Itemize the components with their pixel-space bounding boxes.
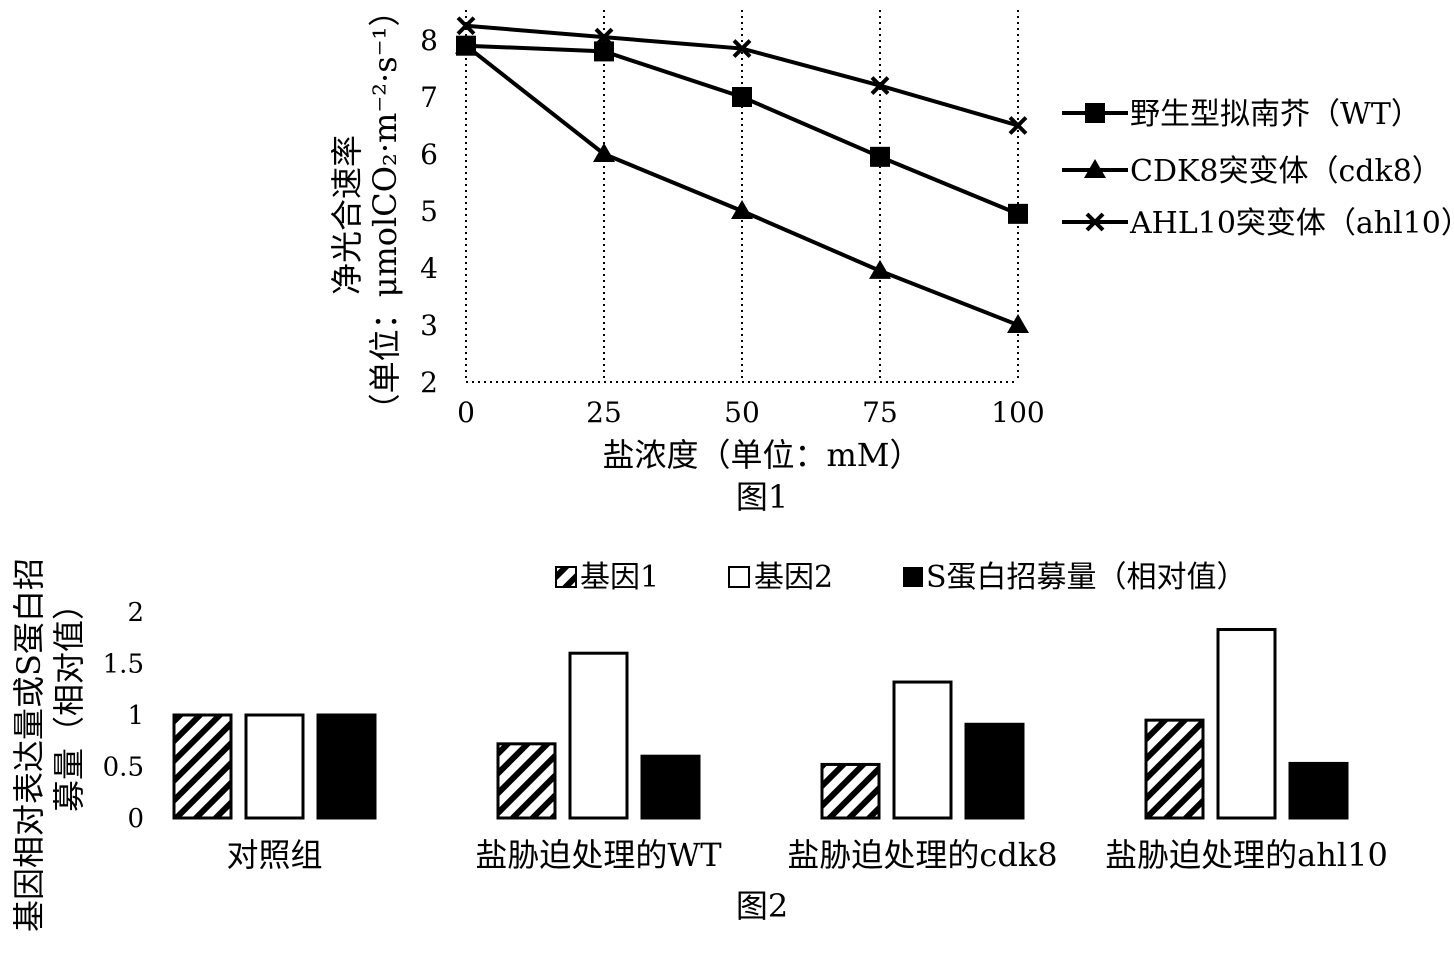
legend: 基因1 基因2 S蛋白招募量（相对值） [555,560,1247,595]
x-tick-label: 50 [724,396,760,429]
legend-label-cdk8: CDK8突变体（cdk8） [1130,154,1442,189]
x-tick-label: 75 [862,396,898,429]
data-point-triangle [1007,314,1029,333]
y-tick-label: 0 [127,804,144,834]
y-tick-labels: 0 0.5 1 1.5 2 [103,598,144,834]
category-label: 盐胁迫处理的ahl10 [1105,836,1388,874]
line-chart: 2 3 4 5 6 7 8 0 25 50 75 100 盐浓度（单位：mM） 图1 净光合速率 （… [328,0,1454,516]
data-point-triangle [869,259,891,279]
bar-s-protein [640,754,701,820]
y-tick-label: 3 [420,309,438,342]
y-tick-label: 1.5 [103,650,144,680]
data-point-square [594,41,614,62]
bar-group-1 [496,651,701,820]
bar-gene2 [568,651,629,820]
y-axis-label-line2: （单位：μmolCO₂·m⁻²·s⁻¹） [366,0,404,425]
bar-group-2 [820,680,1025,820]
bar-gene2 [892,680,953,820]
bars [172,628,1349,820]
y-axis-label-line1: 基因相对表达量或S蛋白招 [10,558,48,932]
legend-label-s-protein: S蛋白招募量（相对值） [926,560,1247,595]
data-point-x [456,16,476,36]
bar-s-protein [964,722,1025,820]
bar-group-3 [1144,628,1349,820]
y-tick-labels: 2 3 4 5 6 7 8 [420,24,438,399]
bar-gene1 [496,742,557,820]
legend-item-wt: 野生型拟南芥（WT） [1062,97,1421,132]
y-tick-label: 6 [420,138,438,171]
data-point-triangle [455,34,477,54]
data-point-x [594,27,614,47]
x-tick-label: 25 [586,396,622,429]
y-axis-label-line1: 净光合速率 [328,135,366,295]
bar-gene2 [1216,628,1277,820]
y-tick-label: 2 [127,598,144,628]
bar-gene1 [172,713,233,820]
legend-label-ahl10: AHL10突变体（ahl10） [1129,206,1454,241]
data-point-x [732,39,752,58]
legend-item-cdk8: CDK8突变体（cdk8） [1062,154,1442,189]
y-tick-label: 0.5 [103,753,144,783]
figure-caption: 图2 [736,887,788,925]
series-0 [456,35,1028,224]
bar-group-0 [172,713,377,820]
legend-item-gene2: 基因2 [728,560,833,595]
y-tick-label: 8 [420,24,438,57]
vertical-grid [465,10,1019,382]
data-point-x [1008,116,1028,135]
figure-caption: 图1 [736,478,788,516]
series-1 [455,34,1029,333]
series-lines [455,16,1029,333]
bar-gene1 [820,762,881,820]
y-axis-label-line2: 募量（相对值） [50,588,88,812]
data-point-square [870,146,890,167]
x-tick-label: 0 [457,396,475,429]
data-point-triangle [731,200,753,219]
category-label: 对照组 [226,836,322,874]
x-axis-label: 盐浓度（单位：mM） [602,436,921,474]
x-tick-labels: 0 25 50 75 100 [457,396,1045,429]
category-labels: 对照组 盐胁迫处理的WT 盐胁迫处理的cdk8 盐胁迫处理的ahl10 [226,836,1387,874]
legend-item-ahl10: AHL10突变体（ahl10） [1062,206,1454,241]
bar-s-protein [316,713,377,820]
data-point-triangle [593,143,615,162]
bar-gene2 [244,713,305,820]
legend-label-wt: 野生型拟南芥（WT） [1130,97,1421,132]
y-tick-label: 4 [420,252,438,285]
data-point-x [870,76,890,96]
x-tick-label: 100 [991,396,1044,429]
data-point-square [1008,203,1028,224]
bar-s-protein [1288,761,1349,820]
bar-gene1 [1144,718,1205,820]
legend-item-s-protein: S蛋白招募量（相对值） [903,560,1247,595]
y-tick-label: 2 [420,366,438,399]
category-label: 盐胁迫处理的WT [475,836,722,874]
legend: 野生型拟南芥（WT） CDK8突变体（cdk8） AHL10突变体（ahl10） [1062,97,1454,241]
legend-label-gene1: 基因1 [580,560,659,595]
series-2 [456,16,1028,135]
category-label: 盐胁迫处理的cdk8 [787,836,1057,874]
legend-item-gene1: 基因1 [555,560,659,595]
data-point-square [732,87,752,107]
y-tick-label: 7 [420,81,438,114]
legend-label-gene2: 基因2 [754,560,833,595]
bar-chart: 基因1 基因2 S蛋白招募量（相对值） 0 0.5 1 1.5 2 对照组 盐胁迫处理的W… [10,558,1388,932]
y-tick-label: 1 [127,701,144,731]
y-tick-label: 5 [420,195,438,228]
